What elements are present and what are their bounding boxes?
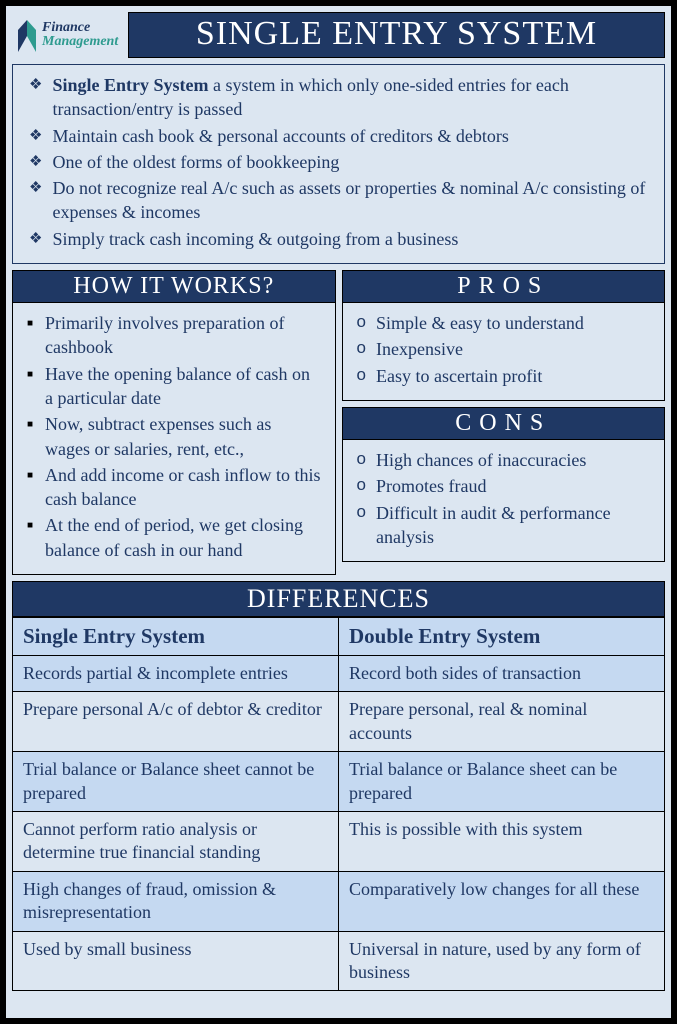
logo-line2: Management bbox=[42, 35, 118, 49]
how-text: Have the opening balance of cash on a pa… bbox=[45, 362, 320, 411]
logo: Finance Management bbox=[12, 12, 122, 58]
circle-bullet-icon: o bbox=[357, 311, 366, 335]
table-cell: Universal in nature, used by any form of… bbox=[339, 931, 665, 991]
intro-text: Single Entry System a system in which on… bbox=[52, 73, 648, 122]
intro-text: One of the oldest forms of bookkeeping bbox=[52, 150, 339, 174]
circle-bullet-icon: o bbox=[357, 501, 366, 550]
table-row: Records partial & incomplete entriesReco… bbox=[13, 656, 665, 692]
circle-bullet-icon: o bbox=[357, 337, 366, 361]
intro-text: Simply track cash incoming & outgoing fr… bbox=[52, 227, 458, 251]
pros-item: o Inexpensive bbox=[357, 337, 651, 361]
diff-col2-head: Double Entry System bbox=[339, 618, 665, 656]
circle-bullet-icon: o bbox=[357, 474, 366, 498]
pros-section: PROS o Simple & easy to understand o Inexpe… bbox=[342, 270, 666, 401]
table-cell: Comparatively low changes for all these bbox=[339, 871, 665, 931]
pros-text: Inexpensive bbox=[376, 337, 463, 361]
table-cell: Used by small business bbox=[13, 931, 339, 991]
diamond-bullet-icon: ❖ bbox=[29, 178, 42, 225]
pros-title: PROS bbox=[342, 270, 666, 303]
col-how: HOW IT WORKS? ■ Primarily involves prepar… bbox=[12, 270, 336, 575]
table-cell: Prepare personal A/c of debtor & credito… bbox=[13, 692, 339, 752]
cons-body: o High chances of inaccuracies o Promotes f… bbox=[342, 440, 666, 562]
table-cell: Record both sides of transaction bbox=[339, 656, 665, 692]
how-item: ■ Have the opening balance of cash on a p… bbox=[27, 362, 321, 411]
intro-item: ❖ Maintain cash book & personal accounts … bbox=[29, 124, 648, 148]
table-row: High changes of fraud, omission & misrep… bbox=[13, 871, 665, 931]
table-cell: Cannot perform ratio analysis or determi… bbox=[13, 812, 339, 872]
col-pros-cons: PROS o Simple & easy to understand o Inexpe… bbox=[342, 270, 666, 575]
pros-text: Easy to ascertain profit bbox=[376, 364, 542, 388]
logo-icon bbox=[16, 16, 38, 54]
circle-bullet-icon: o bbox=[357, 448, 366, 472]
table-row: Prepare personal A/c of debtor & credito… bbox=[13, 692, 665, 752]
square-bullet-icon: ■ bbox=[27, 469, 33, 512]
diamond-bullet-icon: ❖ bbox=[29, 229, 42, 251]
intro-item: ❖ One of the oldest forms of bookkeeping bbox=[29, 150, 648, 174]
square-bullet-icon: ■ bbox=[27, 317, 33, 360]
how-text: At the end of period, we get closing bal… bbox=[45, 513, 320, 562]
cons-item: o Promotes fraud bbox=[357, 474, 651, 498]
table-cell: Trial balance or Balance sheet cannot be… bbox=[13, 752, 339, 812]
table-cell: High changes of fraud, omission & misrep… bbox=[13, 871, 339, 931]
intro-item: ❖ Simply track cash incoming & outgoing f… bbox=[29, 227, 648, 251]
how-item: ■ Now, subtract expenses such as wages or… bbox=[27, 412, 321, 461]
diff-table: Single Entry System Double Entry System … bbox=[12, 617, 665, 991]
header-row: Finance Management SINGLE ENTRY SYSTEM bbox=[12, 12, 665, 58]
diamond-bullet-icon: ❖ bbox=[29, 152, 42, 174]
pros-item: o Simple & easy to understand bbox=[357, 311, 651, 335]
pros-body: o Simple & easy to understand o Inexpensive… bbox=[342, 303, 666, 401]
how-item: ■ Primarily involves preparation of cashb… bbox=[27, 311, 321, 360]
intro-item: ❖Do not recognize real A/c such as asset… bbox=[29, 176, 648, 225]
how-body: ■ Primarily involves preparation of cashb… bbox=[12, 303, 336, 575]
cons-item: oDifficult in audit & performance analys… bbox=[357, 501, 651, 550]
how-text: And add income or cash inflow to this ca… bbox=[45, 463, 320, 512]
table-cell: Records partial & incomplete entries bbox=[13, 656, 339, 692]
intro-text: Maintain cash book & personal accounts o… bbox=[52, 124, 508, 148]
circle-bullet-icon: o bbox=[357, 364, 366, 388]
table-row: Cannot perform ratio analysis or determi… bbox=[13, 812, 665, 872]
diamond-bullet-icon: ❖ bbox=[29, 75, 42, 122]
pros-item: o Easy to ascertain profit bbox=[357, 364, 651, 388]
intro-box: ❖Single Entry System a system in which o… bbox=[12, 64, 665, 264]
how-text: Now, subtract expenses such as wages or … bbox=[45, 412, 320, 461]
intro-text: Do not recognize real A/c such as assets… bbox=[52, 176, 648, 225]
cons-section: CONS o High chances of inaccuracies o Promo… bbox=[342, 407, 666, 562]
table-cell: Prepare personal, real & nominal account… bbox=[339, 692, 665, 752]
table-cell: This is possible with this system bbox=[339, 812, 665, 872]
how-item: ■ At the end of period, we get closing ba… bbox=[27, 513, 321, 562]
square-bullet-icon: ■ bbox=[27, 418, 33, 461]
how-text: Primarily involves preparation of cashbo… bbox=[45, 311, 320, 360]
square-bullet-icon: ■ bbox=[27, 519, 33, 562]
two-columns: HOW IT WORKS? ■ Primarily involves prepar… bbox=[12, 270, 665, 575]
cons-item: o High chances of inaccuracies bbox=[357, 448, 651, 472]
diff-title: DIFFERENCES bbox=[12, 581, 665, 617]
logo-line1: Finance bbox=[42, 21, 118, 35]
square-bullet-icon: ■ bbox=[27, 368, 33, 411]
diff-col1-head: Single Entry System bbox=[13, 618, 339, 656]
cons-text: High chances of inaccuracies bbox=[376, 448, 586, 472]
cons-title: CONS bbox=[342, 407, 666, 440]
cons-text: Promotes fraud bbox=[376, 474, 486, 498]
table-cell: Trial balance or Balance sheet can be pr… bbox=[339, 752, 665, 812]
diamond-bullet-icon: ❖ bbox=[29, 126, 42, 148]
table-row: Used by small businessUniversal in natur… bbox=[13, 931, 665, 991]
intro-item: ❖Single Entry System a system in which o… bbox=[29, 73, 648, 122]
main-title: SINGLE ENTRY SYSTEM bbox=[128, 12, 665, 58]
page-wrapper: Finance Management SINGLE ENTRY SYSTEM ❖… bbox=[6, 6, 671, 1018]
pros-text: Simple & easy to understand bbox=[376, 311, 584, 335]
logo-text: Finance Management bbox=[42, 21, 118, 49]
cons-text: Difficult in audit & performance analysi… bbox=[376, 501, 650, 550]
table-row: Trial balance or Balance sheet cannot be… bbox=[13, 752, 665, 812]
how-item: ■ And add income or cash inflow to this c… bbox=[27, 463, 321, 512]
how-title: HOW IT WORKS? bbox=[12, 270, 336, 303]
